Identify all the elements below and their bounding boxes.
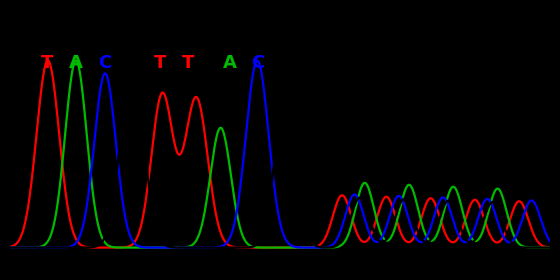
Text: A: A (69, 54, 83, 72)
Text: C: C (251, 54, 264, 72)
Text: T: T (41, 54, 53, 72)
Text: T: T (182, 54, 194, 72)
Text: G: G (278, 54, 293, 72)
Text: C: C (98, 54, 111, 72)
Text: A: A (223, 54, 237, 72)
Text: T: T (154, 54, 166, 72)
Text: G: G (123, 54, 137, 72)
